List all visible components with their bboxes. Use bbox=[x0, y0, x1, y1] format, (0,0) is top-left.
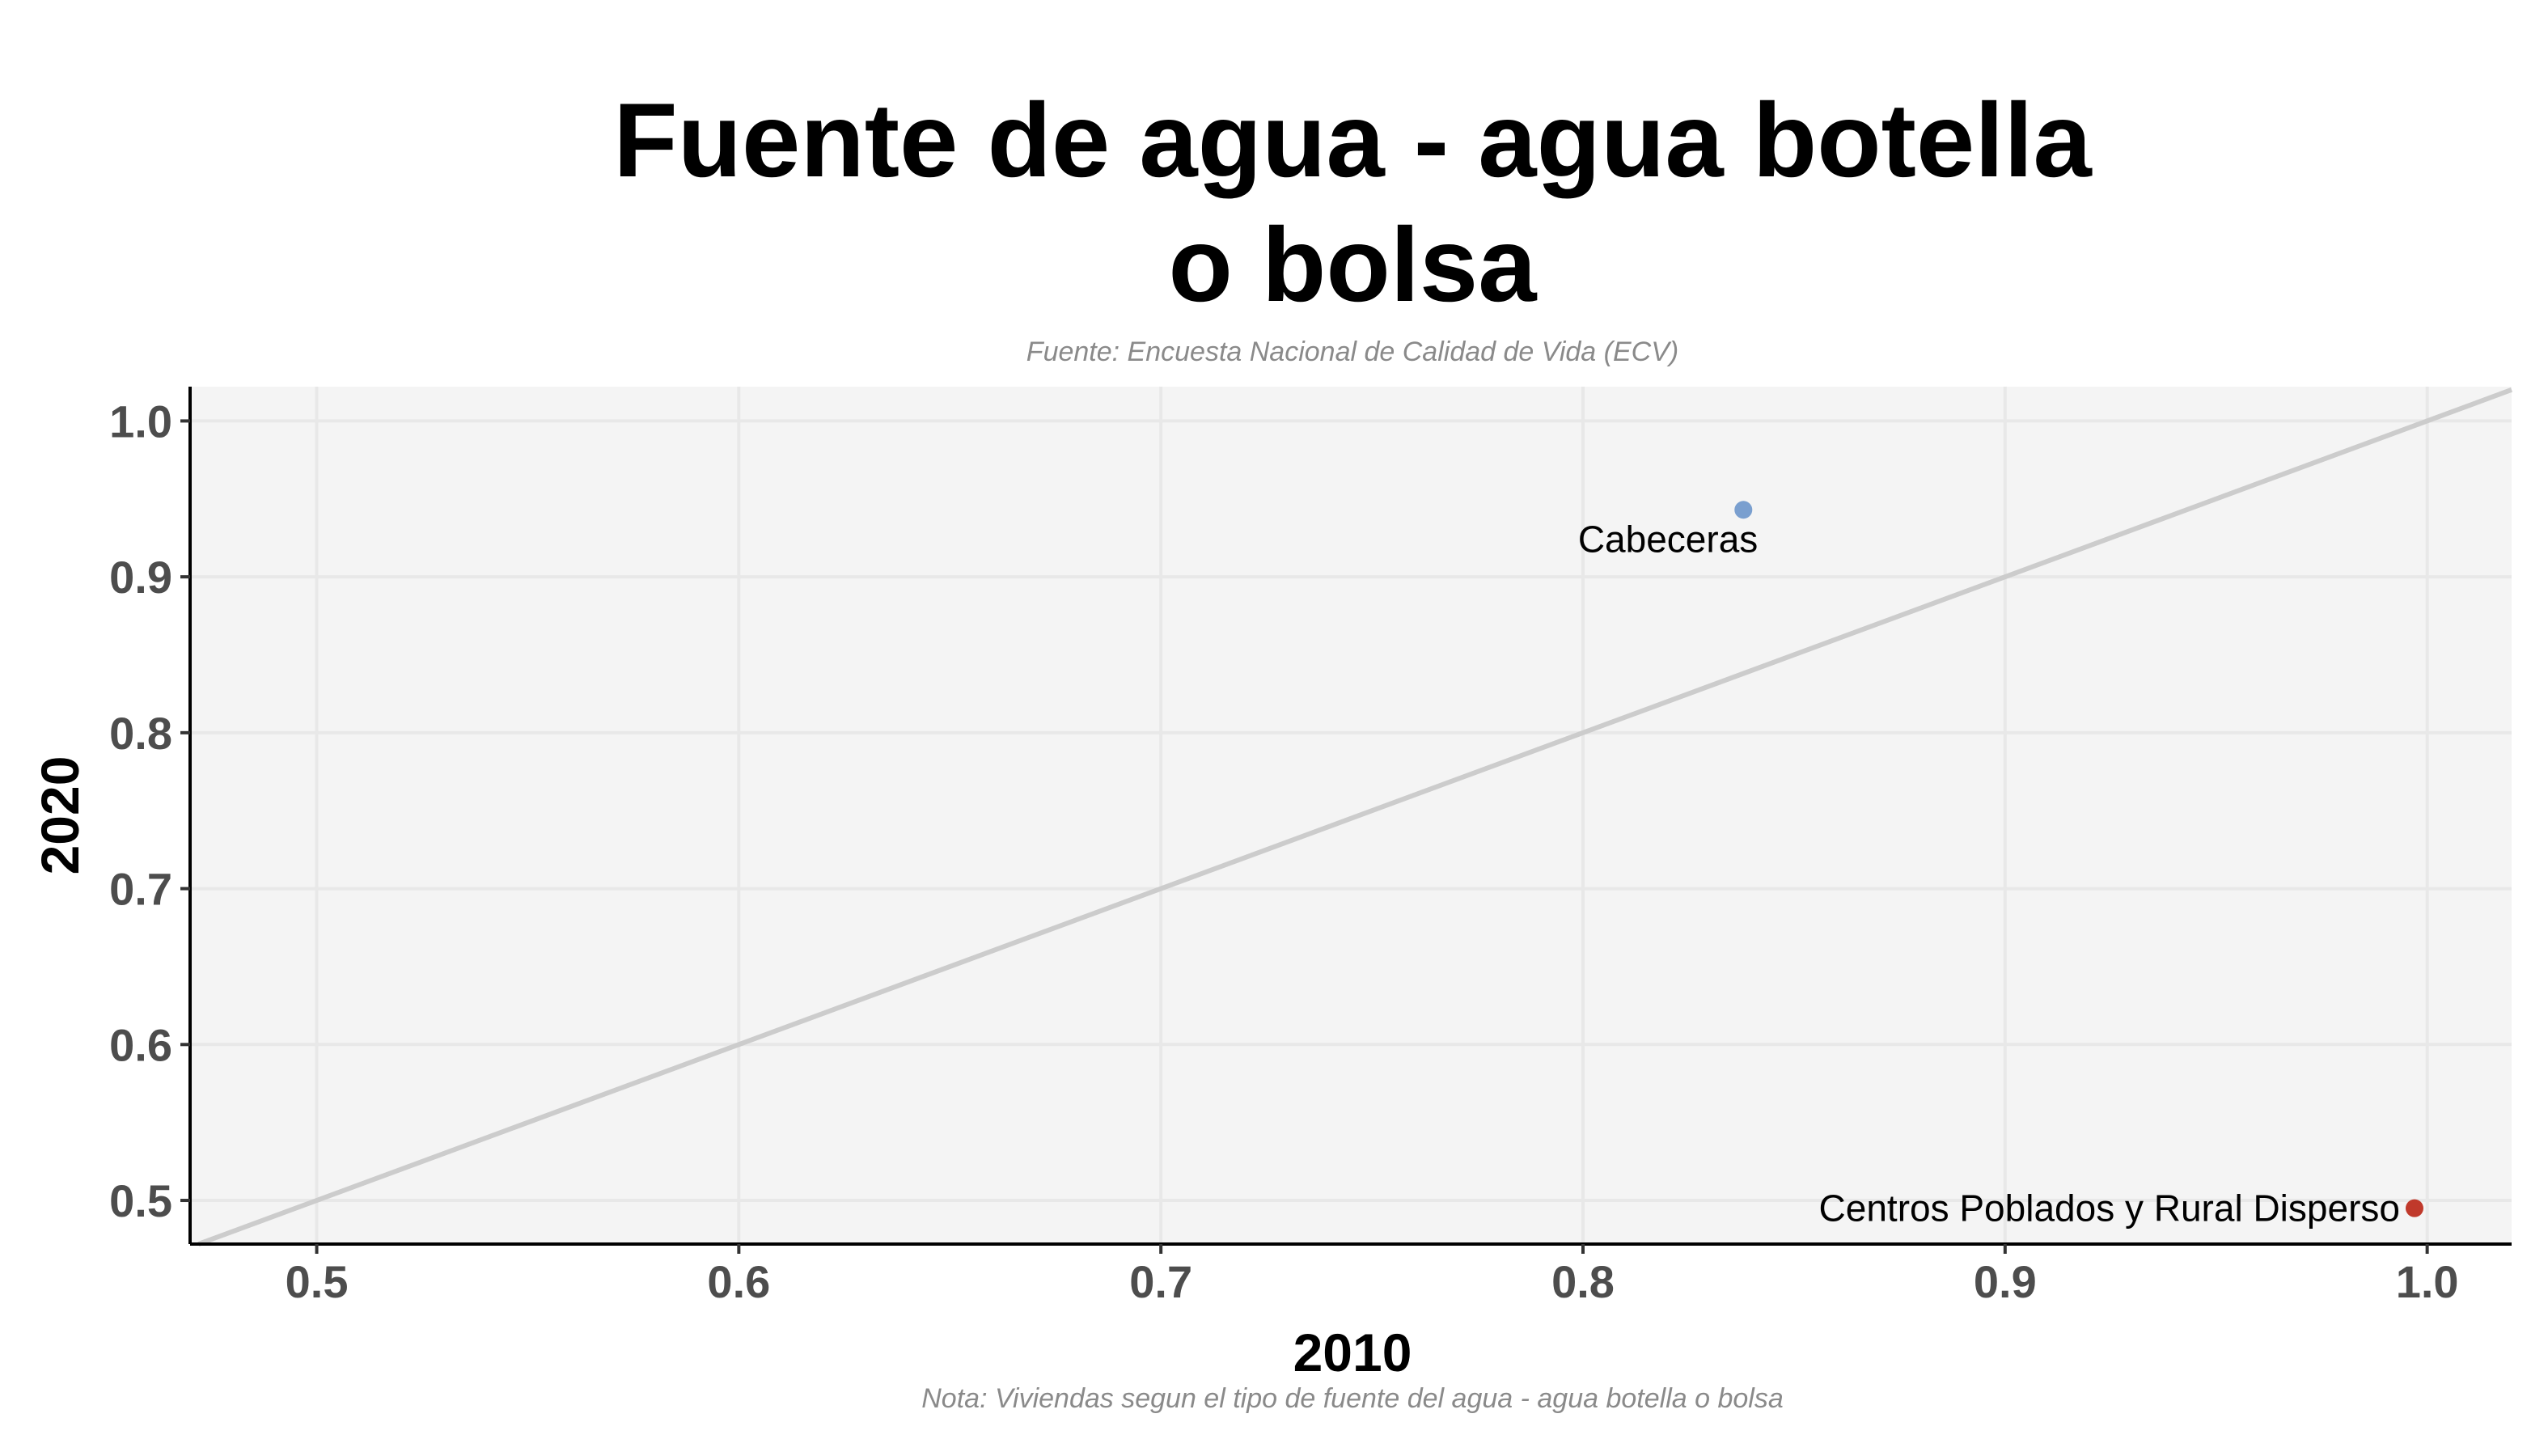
y-axis-title: 2020 bbox=[30, 756, 90, 875]
x-tick-label: 1.0 bbox=[2396, 1256, 2459, 1307]
data-point bbox=[2405, 1199, 2423, 1217]
chart-subtitle: Fuente: Encuesta Nacional de Calidad de … bbox=[1026, 336, 1678, 367]
y-tick-label: 0.8 bbox=[109, 708, 172, 759]
x-tick-label: 0.5 bbox=[286, 1256, 349, 1307]
y-tick-label: 0.9 bbox=[109, 552, 172, 603]
axis-ticks: 0.5 0.6 0.7 0.8 0.9 1.0 0.5 0.6 0.7 0.8 0.9 1.0 bbox=[109, 396, 2458, 1307]
x-axis-title: 2010 bbox=[1293, 1323, 1412, 1382]
x-tick-label: 0.6 bbox=[707, 1256, 770, 1307]
data-point bbox=[1734, 501, 1753, 519]
y-tick-label: 0.6 bbox=[109, 1019, 172, 1070]
data-points: Cabeceras Centros Poblados y Rural Disper… bbox=[1578, 501, 2423, 1230]
data-point-label: Cabeceras bbox=[1578, 518, 1758, 560]
plot-panel bbox=[190, 387, 2512, 1244]
reference-line-identity bbox=[197, 387, 2513, 1246]
x-tick-label: 0.9 bbox=[1974, 1256, 2037, 1307]
chart-title-line-2: o bolsa bbox=[1168, 205, 1538, 324]
x-tick-label: 0.8 bbox=[1551, 1256, 1615, 1307]
x-tick-label: 0.7 bbox=[1129, 1256, 1192, 1307]
grid-lines bbox=[190, 387, 2512, 1244]
y-tick-label: 1.0 bbox=[109, 396, 172, 447]
data-point-label: Centros Poblados y Rural Disperso bbox=[1819, 1187, 2400, 1230]
chart-title-line-1: Fuente de agua - agua botella bbox=[613, 81, 2093, 199]
y-tick-label: 0.7 bbox=[109, 864, 172, 915]
y-tick-label: 0.5 bbox=[109, 1175, 172, 1226]
chart-caption: Nota: Viviendas segun el tipo de fuente … bbox=[921, 1383, 1784, 1414]
